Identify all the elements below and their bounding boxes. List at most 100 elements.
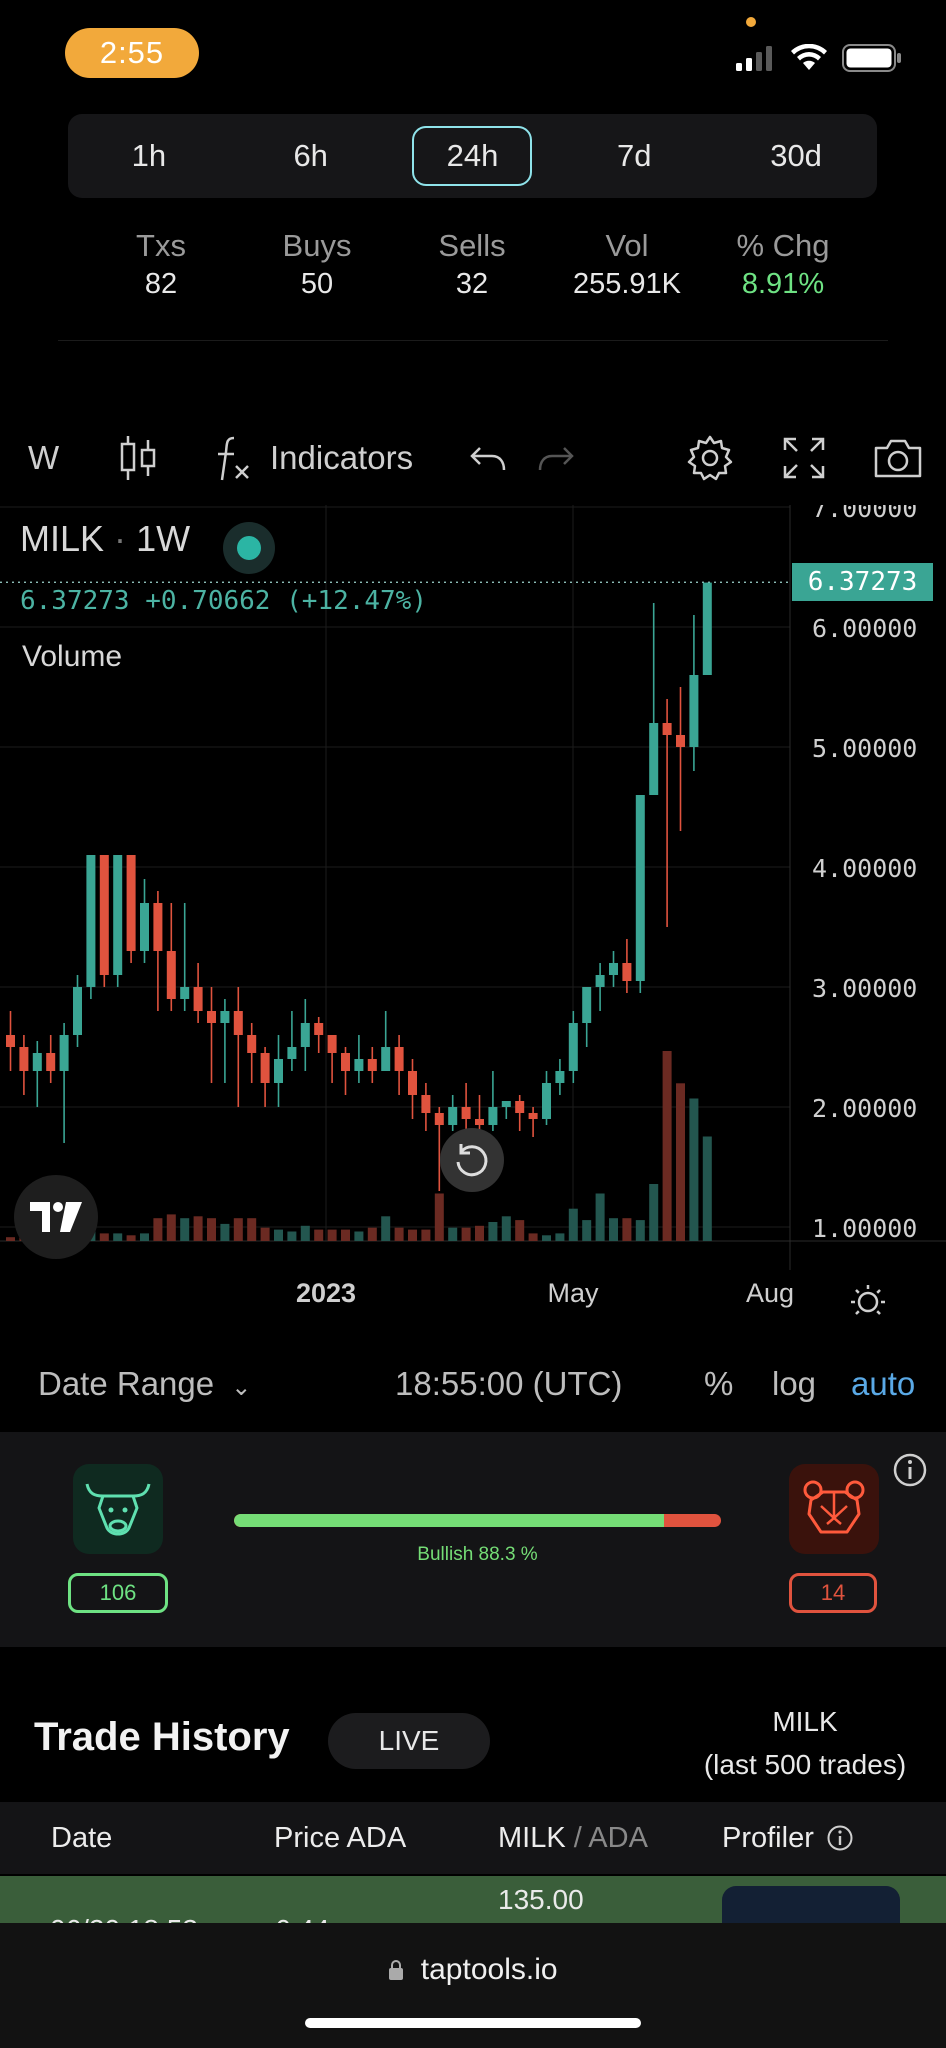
- x-tick-label: 2023: [296, 1278, 356, 1308]
- screenshot-button[interactable]: [872, 420, 924, 496]
- volume-bar: [381, 1216, 391, 1241]
- volume-bar: [421, 1229, 431, 1241]
- last-price-tag: 6.37273: [792, 563, 933, 601]
- candle: [46, 1053, 56, 1071]
- log-toggle[interactable]: log: [772, 1365, 817, 1402]
- tab-30d[interactable]: 30d: [770, 138, 822, 173]
- volume-bar: [166, 1214, 176, 1241]
- auto-toggle[interactable]: auto: [851, 1365, 916, 1402]
- volume-bar: [126, 1235, 136, 1241]
- col-profiler[interactable]: Profiler: [722, 1822, 854, 1855]
- bear-icon: [803, 1480, 865, 1534]
- volume-bar: [354, 1231, 364, 1241]
- legend-symbol: MILK: [20, 518, 105, 559]
- volume-bar: [220, 1223, 230, 1241]
- stat-label: Buys: [282, 228, 352, 263]
- indicators-label: Indicators: [270, 439, 414, 476]
- candle: [555, 1071, 565, 1083]
- candle: [421, 1095, 431, 1113]
- function-icon: [218, 436, 249, 481]
- volume-bar: [207, 1218, 216, 1241]
- sentiment-bar-fill: [234, 1514, 665, 1527]
- volume-bar: [300, 1225, 310, 1241]
- legend-separator: ·: [114, 518, 127, 559]
- redo-button[interactable]: [536, 420, 576, 496]
- date-range-dropdown[interactable]: Date Range ⌄: [38, 1365, 251, 1403]
- volume-bar: [555, 1233, 565, 1241]
- volume-bar: [153, 1218, 163, 1241]
- candle: [568, 1023, 578, 1071]
- legend-volume-label[interactable]: Volume: [22, 640, 123, 673]
- tab-7d[interactable]: 7d: [617, 138, 652, 173]
- interval-button[interactable]: W: [28, 439, 60, 476]
- tab-1h[interactable]: 1h: [131, 138, 167, 173]
- home-indicator[interactable]: [305, 2018, 641, 2028]
- stat-value: 82: [144, 268, 178, 300]
- volume-bar: [676, 1083, 685, 1241]
- volume-bar: [622, 1218, 632, 1241]
- sun-icon-ray: [876, 1289, 881, 1294]
- x-tick-label: May: [547, 1278, 599, 1308]
- chart-legend-title: MILK · 1W: [20, 518, 190, 560]
- candle: [180, 987, 190, 999]
- col-date[interactable]: Date: [51, 1822, 113, 1854]
- volume-bar: [314, 1229, 324, 1241]
- volume-bar: [568, 1208, 578, 1241]
- candle: [461, 1107, 471, 1119]
- fullscreen-button[interactable]: [782, 420, 826, 496]
- y-tick-label: 3.00000: [812, 974, 917, 1003]
- live-toggle[interactable]: LIVE: [328, 1713, 490, 1769]
- price-chart[interactable]: 7.00000 6.00000 5.00000 4.00000 3.00000 2.000…: [0, 505, 946, 1315]
- candle-type-button[interactable]: [118, 420, 158, 496]
- candle: [635, 795, 645, 981]
- trade-history-scope: MILK (last 500 trades): [690, 1700, 920, 1786]
- market-status-indicator[interactable]: [223, 522, 275, 574]
- bear-vote-button[interactable]: [789, 1464, 879, 1554]
- x-tick-label: Aug: [746, 1278, 794, 1308]
- volume-bar: [394, 1227, 404, 1241]
- indicators-button[interactable]: Indicators: [212, 420, 413, 496]
- stat-value: 50: [300, 268, 334, 300]
- trade-table-header: Date Price ADA MILK / ADA Profiler: [0, 1802, 946, 1874]
- volume-bar: [6, 1237, 15, 1241]
- time-range-tabs: 1h 6h 24h 7d 30d: [68, 114, 877, 198]
- candle: [19, 1047, 29, 1071]
- privacy-indicator-dot: [746, 17, 756, 27]
- col-price[interactable]: Price ADA: [274, 1822, 407, 1854]
- volume-bar: [408, 1229, 417, 1241]
- candle: [327, 1035, 337, 1053]
- volume-bar: [501, 1216, 511, 1241]
- col-pair[interactable]: MILK / ADA: [498, 1822, 648, 1855]
- candle: [689, 675, 699, 747]
- volume-bar: [635, 1220, 645, 1241]
- url-display[interactable]: taptools.io: [0, 1953, 946, 1987]
- volume-bar: [260, 1227, 270, 1241]
- candlestick-chart[interactable]: 7.00000 6.00000 5.00000 4.00000 3.00000 2.000…: [0, 505, 946, 1315]
- tab-6h[interactable]: 6h: [293, 138, 328, 173]
- tab-24h[interactable]: 24h: [412, 126, 533, 186]
- reset-chart-button[interactable]: [440, 1128, 504, 1192]
- col-pair-token: MILK: [498, 1822, 566, 1854]
- candle: [287, 1047, 297, 1059]
- candle: [609, 963, 618, 975]
- undo-icon: [470, 447, 506, 471]
- volume-bar: [448, 1227, 458, 1241]
- candle: [260, 1053, 270, 1083]
- col-pair-sep: /: [573, 1822, 582, 1854]
- fullscreen-icon: [783, 437, 825, 479]
- market-status-dot: [237, 536, 261, 560]
- info-icon[interactable]: [892, 1452, 928, 1488]
- bull-vote-button[interactable]: [73, 1464, 163, 1554]
- volume-bar: [287, 1231, 297, 1241]
- settings-button[interactable]: [686, 420, 734, 496]
- percent-toggle[interactable]: %: [704, 1365, 734, 1402]
- candle: [233, 1011, 243, 1035]
- candle: [113, 855, 123, 975]
- undo-button[interactable]: [468, 420, 508, 496]
- col-pair-quote: ADA: [588, 1822, 648, 1854]
- candle: [528, 1113, 538, 1119]
- sun-icon-ray: [876, 1310, 881, 1315]
- candle: [475, 1119, 484, 1125]
- candle: [153, 903, 163, 951]
- tradingview-logo[interactable]: [14, 1175, 98, 1259]
